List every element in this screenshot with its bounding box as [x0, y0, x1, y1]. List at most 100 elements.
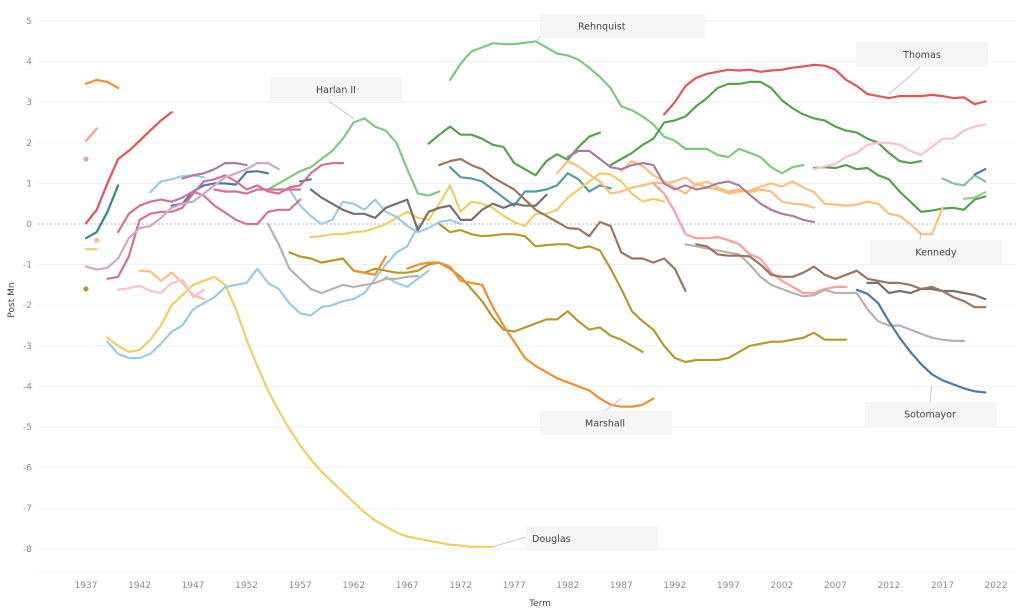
series-kennedy-line	[620, 160, 944, 236]
series-cardozo-point	[94, 237, 100, 243]
x-axis-ticks: 1937 1942 1947 1952 1957 1962 1967 1972 1977 1982…	[75, 581, 1008, 591]
x-axis-title: Term	[528, 599, 551, 609]
series-sotomayor-line	[855, 288, 987, 394]
series-stevens-line	[438, 157, 687, 293]
series-jackson-line	[170, 170, 270, 207]
x-tick-label: 1977	[503, 581, 526, 591]
series-thomas-line	[663, 63, 987, 116]
x-tick-label: 1947	[182, 581, 205, 591]
x-tick-label: 1962	[342, 581, 365, 591]
series-minton-line	[213, 188, 302, 195]
x-tick-label: 2012	[877, 581, 900, 591]
series-fortas-line	[384, 269, 430, 288]
y-tick-label: -6	[23, 464, 32, 474]
series-rehnquist-line	[448, 40, 805, 175]
x-tick-label: 1992	[663, 581, 686, 591]
series-vinson-line	[181, 162, 248, 180]
annotation-leader-douglas	[492, 536, 527, 548]
series-reed-line	[84, 184, 120, 240]
x-tick-label: 1942	[128, 581, 151, 591]
annotation-leader-kennedy	[919, 232, 922, 241]
annotation-box-marshall	[540, 411, 672, 435]
annotation-box-sotomayor	[865, 402, 997, 426]
x-tick-label: 1997	[717, 581, 740, 591]
y-axis-ticks: 5 4 3 2 1 0 -1 -2 -3 -4 -5 -6 -7 -8	[23, 17, 32, 555]
series-gorsuch-line	[973, 168, 987, 176]
series-black-line	[84, 111, 173, 225]
series-clark-line	[84, 162, 280, 271]
y-tick-label: 1	[26, 179, 32, 189]
series-marshall-line	[406, 261, 655, 408]
x-tick-label: 1967	[396, 581, 419, 591]
x-tick-label: 2022	[985, 581, 1008, 591]
annotation-box-thomas	[856, 42, 988, 67]
y-tick-label: 5	[26, 17, 32, 27]
series-frankfurter-line	[106, 162, 344, 280]
annotation-label-sotomayor: Sotomayor	[904, 410, 956, 421]
series-kagan-line	[866, 281, 987, 301]
x-tick-label: 1972	[449, 581, 472, 591]
y-axis-title: Post Mn	[7, 282, 17, 317]
series-reed2-line	[266, 222, 419, 295]
series-alito-line	[812, 164, 987, 213]
y-tick-label: 2	[26, 139, 32, 149]
series-o-connor-line	[556, 160, 816, 209]
y-tick-label: -7	[23, 504, 32, 514]
series-scalia-line	[609, 80, 923, 167]
series-sutherland-line	[84, 127, 98, 142]
series-stone-line	[117, 190, 302, 234]
annotation-leader-marshall	[604, 398, 622, 412]
x-tick-label: 1952	[235, 581, 258, 591]
series-barrett-line	[962, 191, 987, 200]
annotation-label-douglas: Douglas	[532, 534, 571, 545]
x-tick-label: 1982	[556, 581, 579, 591]
annotation-label-thomas: Thomas	[902, 50, 941, 61]
series-blackmun2-line	[438, 222, 848, 364]
y-tick-label: -1	[23, 261, 32, 271]
y-tick-label: -5	[23, 423, 32, 433]
series-murphy2-line	[117, 278, 205, 299]
annotation-label-marshall: Marshall	[585, 419, 625, 430]
series-brennan-line	[288, 188, 462, 234]
x-tick-label: 1957	[289, 581, 312, 591]
x-tick-label: 2002	[770, 581, 793, 591]
annotation-label-kennedy: Kennedy	[915, 248, 957, 259]
annotations: Rehnquist Harlan II Thomas Kennedy Marshall S…	[270, 14, 1002, 551]
y-tick-label: -3	[23, 342, 32, 352]
annotation-box-douglas	[526, 526, 658, 551]
annotation-leader-sotomayor	[929, 386, 933, 403]
annotation-box-kennedy	[870, 240, 1002, 264]
y-tick-label: 4	[26, 58, 32, 68]
annotation-leader-harlan-ii	[329, 101, 354, 119]
series-blackmun-line	[566, 149, 816, 224]
series-lines	[83, 40, 987, 548]
series-murphy-line	[106, 224, 419, 360]
series-kavanaugh-line	[941, 174, 987, 187]
x-tick-label: 2007	[824, 581, 847, 591]
x-tick-label: 1937	[75, 581, 98, 591]
y-tick-label: -2	[23, 301, 32, 311]
x-tick-label: 1987	[610, 581, 633, 591]
series-roberts-o--point	[83, 156, 89, 162]
series-souter-line	[652, 182, 848, 295]
annotation-leader-thomas	[888, 66, 921, 95]
y-tick-label: 0	[26, 220, 32, 230]
series-white-line	[309, 188, 548, 232]
x-tick-label: 2017	[931, 581, 954, 591]
annotation-box-rehnquist	[540, 14, 705, 38]
series-mcreynolds-point	[83, 286, 89, 292]
series-harlan-ii-line	[266, 117, 441, 197]
annotation-label-rehnquist: Rehnquist	[578, 22, 626, 33]
y-tick-label: -8	[23, 545, 32, 555]
series-hughes-line	[84, 78, 120, 90]
series-roberts-line	[812, 123, 987, 171]
series-goldberg-line	[352, 255, 387, 276]
annotation-label-harlan-ii: Harlan II	[316, 85, 356, 96]
y-tick-label: -4	[23, 382, 32, 392]
series-burger-line	[427, 125, 601, 177]
series-douglas-line	[106, 275, 494, 548]
series-ginsburg-line	[684, 243, 965, 342]
series-breyer-line	[695, 243, 987, 309]
annotation-box-harlan-ii	[270, 77, 402, 102]
